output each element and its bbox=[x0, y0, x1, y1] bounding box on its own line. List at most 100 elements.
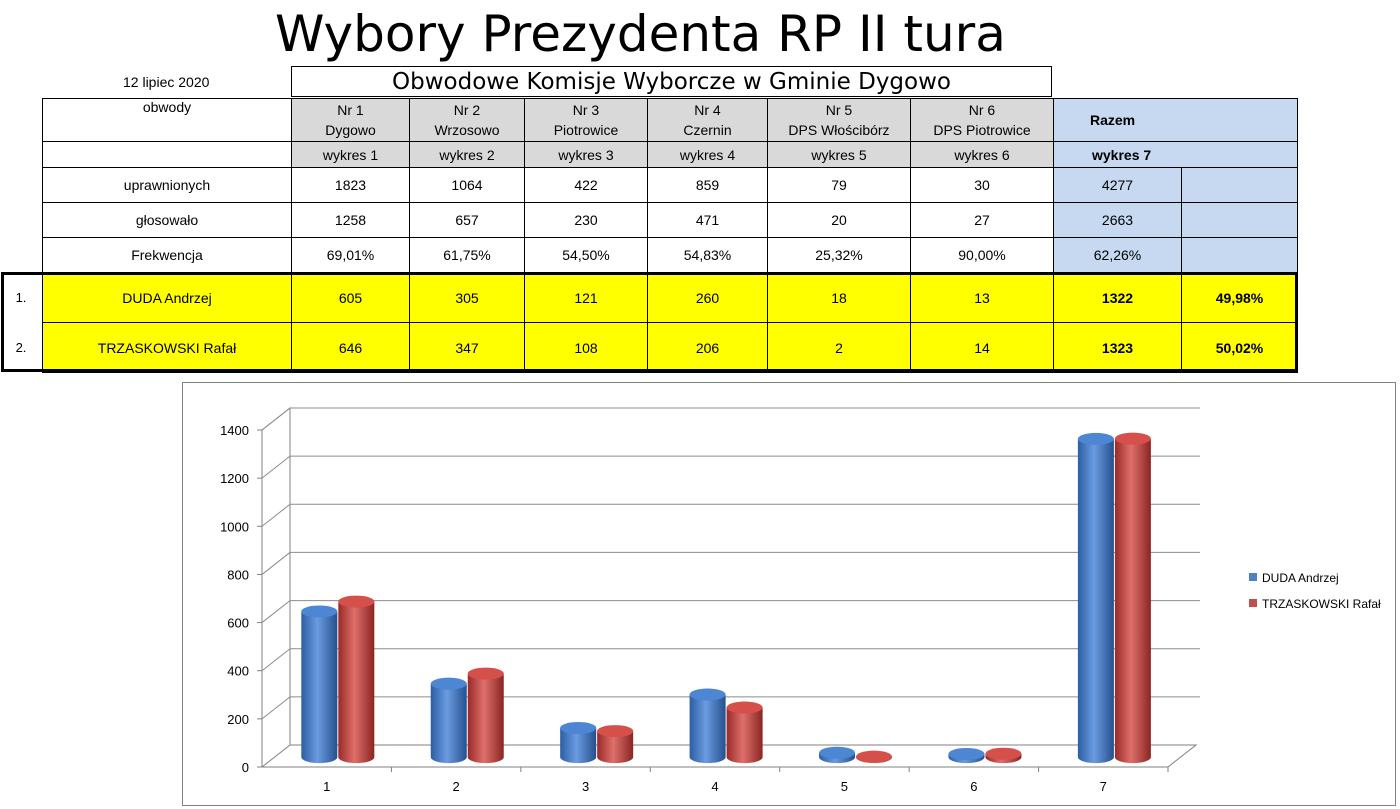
cell: 646 bbox=[291, 322, 410, 373]
cell: 305 bbox=[409, 272, 525, 323]
column-header-6: Nr 6 DPS Piotrowice bbox=[910, 98, 1054, 142]
x-tick-label: 3 bbox=[582, 779, 589, 794]
gridline bbox=[261, 600, 1200, 623]
chart-ref-1: wykres 1 bbox=[291, 141, 410, 168]
chart-ref-5: wykres 5 bbox=[767, 141, 911, 168]
column-header-3: Nr 3 Piotrowice bbox=[524, 98, 648, 142]
election-date: 12 lipiec 2020 bbox=[123, 74, 210, 90]
empty-cell bbox=[1181, 237, 1298, 273]
cell: 347 bbox=[409, 322, 525, 373]
column-header-5: Nr 5 DPS Włościbórz bbox=[767, 98, 911, 142]
x-tick-label: 7 bbox=[1100, 779, 1107, 794]
x-tick-label: 1 bbox=[323, 779, 330, 794]
bar-duda-2 bbox=[430, 683, 467, 764]
cell: 69,01% bbox=[291, 237, 410, 273]
bar-top bbox=[597, 725, 634, 738]
legend-swatch bbox=[1249, 573, 1257, 581]
cell: 657 bbox=[409, 202, 525, 238]
cell: 206 bbox=[647, 322, 768, 373]
legend-label: DUDA Andrzej bbox=[1262, 571, 1339, 585]
total-cell: 1322 bbox=[1053, 272, 1182, 323]
gridline bbox=[261, 696, 1200, 720]
y-tick-label: 400 bbox=[227, 664, 249, 679]
gridline bbox=[261, 407, 1200, 431]
bar-top bbox=[430, 677, 467, 690]
bar-trzaskowski-7 bbox=[1114, 438, 1151, 764]
bar-top bbox=[856, 750, 893, 763]
cell: 18 bbox=[767, 272, 911, 323]
bar-top bbox=[338, 595, 375, 608]
bar-duda-7 bbox=[1077, 438, 1114, 764]
cell: 61,75% bbox=[409, 237, 525, 273]
candidate-index: 1. bbox=[15, 290, 27, 305]
cell: 54,83% bbox=[647, 237, 768, 273]
x-tick-label: 2 bbox=[453, 779, 460, 794]
committee-title: Obwodowe Komisje Wyborcze w Gminie Dygow… bbox=[291, 66, 1052, 97]
x-tick-label: 6 bbox=[970, 779, 977, 794]
empty-cell bbox=[1181, 167, 1298, 203]
header-row: obwody Nr 1 Dygowo Nr 2 Wrzosowo Nr 3 Piotr… bbox=[42, 98, 1298, 142]
bar-trzaskowski-2 bbox=[467, 673, 504, 764]
chart-ref-3: wykres 3 bbox=[524, 141, 648, 168]
cell: 54,50% bbox=[524, 237, 648, 273]
page-title: Wybory Prezydenta RP II tura bbox=[275, 5, 1006, 63]
bar-trzaskowski-1 bbox=[338, 601, 375, 764]
cell: 25,32% bbox=[767, 237, 911, 273]
results-table: obwody Nr 1 Dygowo Nr 2 Wrzosowo Nr 3 Piotr… bbox=[42, 98, 1298, 373]
gridline bbox=[261, 455, 1200, 479]
cell: 13 bbox=[910, 272, 1054, 323]
bar-duda-4 bbox=[689, 694, 726, 764]
total-cell: 62,26% bbox=[1053, 237, 1182, 273]
gridline bbox=[261, 648, 1200, 672]
y-tick-label: 1000 bbox=[220, 519, 249, 534]
row-label: uprawnionych bbox=[42, 167, 292, 203]
total-header: Razem bbox=[1053, 98, 1298, 142]
chart-frame bbox=[182, 382, 1396, 806]
back-wall-edge bbox=[261, 406, 291, 745]
total-cell: 1323 bbox=[1053, 322, 1182, 373]
cell: 2 bbox=[767, 322, 911, 373]
bar-top bbox=[1077, 432, 1114, 445]
candidate-index: 2. bbox=[15, 340, 27, 355]
total-cell: 2663 bbox=[1053, 202, 1182, 238]
bar-top bbox=[560, 721, 597, 734]
chart-ref-2: wykres 2 bbox=[409, 141, 525, 168]
table-row-eligible: uprawnionych 1823 1064 422 859 79 30 427… bbox=[42, 167, 1298, 203]
bar-top bbox=[301, 605, 338, 618]
percent-cell: 49,98% bbox=[1181, 272, 1298, 323]
total-cell: 4277 bbox=[1053, 167, 1182, 203]
legend-swatch bbox=[1249, 599, 1257, 607]
bar-top bbox=[467, 667, 504, 680]
bar-trzaskowski-4 bbox=[726, 707, 763, 764]
chart-floor bbox=[260, 744, 1198, 768]
percent-cell: 50,02% bbox=[1181, 322, 1298, 373]
y-tick-label: 1200 bbox=[220, 471, 249, 486]
bar-duda-1 bbox=[301, 611, 338, 764]
cell: 90,00% bbox=[910, 237, 1054, 273]
bar-duda-3 bbox=[560, 727, 597, 764]
cell: 14 bbox=[910, 322, 1054, 373]
bar-top bbox=[1114, 432, 1151, 445]
candidate-name: DUDA Andrzej bbox=[42, 272, 292, 323]
cell: 471 bbox=[647, 202, 768, 238]
column-header-1: Nr 1 Dygowo bbox=[291, 98, 410, 142]
bar-top bbox=[948, 747, 985, 760]
table-row-candidate-1: DUDA Andrzej 605 305 121 260 18 13 1322 … bbox=[42, 272, 1298, 323]
bar-top bbox=[726, 701, 763, 714]
legend-label: TRZASKOWSKI Rafał bbox=[1262, 597, 1381, 611]
table-row-candidate-2: TRZASKOWSKI Rafał 646 347 108 206 2 14 1… bbox=[42, 322, 1298, 373]
bar-top bbox=[689, 688, 726, 701]
y-tick-label: 200 bbox=[227, 712, 249, 727]
bar-top bbox=[819, 746, 856, 759]
candidate-name: TRZASKOWSKI Rafał bbox=[42, 322, 292, 373]
y-tick-label: 600 bbox=[227, 616, 249, 631]
gridline bbox=[261, 503, 1200, 527]
cell: 108 bbox=[524, 322, 648, 373]
x-tick-label: 5 bbox=[841, 779, 848, 794]
chart-ref-total: wykres 7 bbox=[1053, 141, 1298, 168]
y-tick-label: 0 bbox=[242, 760, 249, 775]
bar-top bbox=[985, 747, 1022, 760]
gridline bbox=[261, 551, 1200, 575]
y-tick-label: 800 bbox=[227, 567, 249, 582]
